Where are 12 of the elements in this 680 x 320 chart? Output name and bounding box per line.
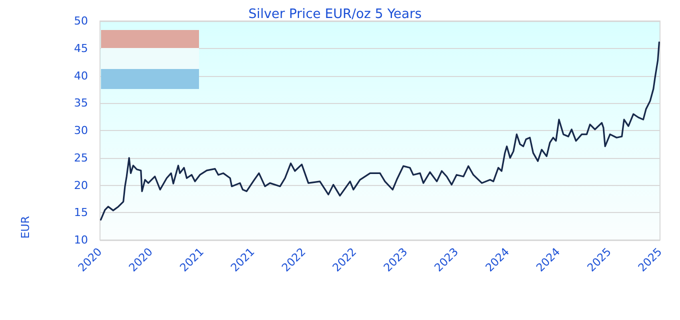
chart-title: Silver Price EUR/oz 5 Years bbox=[248, 7, 422, 22]
y-tick-label: 45 bbox=[74, 42, 88, 55]
y-tick-label: 25 bbox=[74, 151, 88, 164]
y-tick-label: 10 bbox=[74, 234, 88, 246]
line-series bbox=[100, 42, 660, 221]
y-tick-label: 35 bbox=[74, 96, 88, 110]
y-tick-label: 30 bbox=[74, 124, 88, 137]
y-axis-title: EUR bbox=[19, 216, 32, 239]
y-tick-label: 15 bbox=[74, 206, 88, 220]
y-tick-label: 40 bbox=[74, 69, 88, 82]
y-tick-label: 20 bbox=[74, 178, 88, 192]
y-tick-label: 50 bbox=[74, 14, 88, 28]
